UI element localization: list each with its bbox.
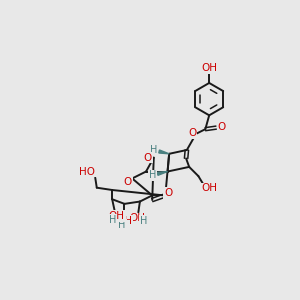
Text: O: O (123, 176, 132, 187)
Text: OH: OH (116, 216, 133, 226)
Text: O: O (143, 153, 152, 163)
Text: O: O (218, 122, 226, 132)
Text: H: H (109, 215, 117, 225)
Text: O: O (188, 128, 196, 138)
Text: H: H (150, 145, 158, 155)
Text: OH: OH (201, 63, 217, 73)
Polygon shape (159, 150, 169, 154)
Text: HO: HO (79, 167, 95, 176)
Text: H: H (140, 216, 147, 226)
Text: OH: OH (130, 214, 146, 224)
Text: H: H (148, 170, 156, 180)
Text: OH: OH (201, 184, 217, 194)
Text: O: O (164, 188, 172, 198)
Polygon shape (157, 172, 168, 175)
Text: H: H (118, 220, 126, 230)
Text: OH: OH (109, 211, 125, 221)
